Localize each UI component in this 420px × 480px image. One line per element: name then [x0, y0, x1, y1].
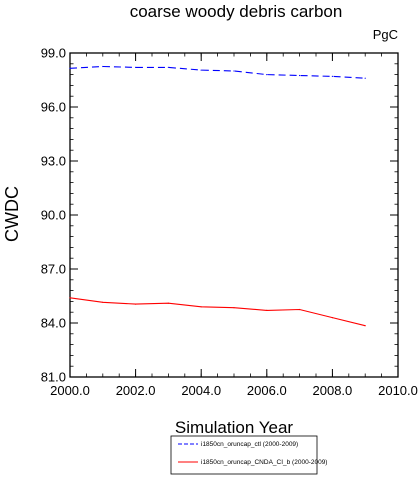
legend-box: [170, 435, 318, 475]
series-1-point: [102, 65, 104, 68]
series-line-2: [69, 297, 366, 327]
y-axis-label: CWDC: [2, 186, 22, 242]
x-tick-label: 2008.0: [313, 383, 353, 398]
y-tick-label: 90.0: [41, 208, 66, 223]
series-2-point: [135, 303, 137, 305]
series-1-point: [167, 66, 169, 68]
x-axis-label: Simulation Year: [175, 418, 293, 437]
x-tick-label: 2000.0: [50, 383, 90, 398]
series-layer: [69, 65, 366, 327]
legend-label-2: i1850cn_oruncap_CNDA_CI_b (2000-2009): [201, 459, 327, 466]
legend: i1850cn_oruncap_ctl (2000-2009) i1850cn_o…: [170, 435, 327, 475]
y-tick-label: 99.0: [41, 46, 66, 61]
y-tick-label: 87.0: [41, 262, 66, 277]
y-tick-label: 93.0: [41, 154, 66, 169]
series-2-point: [266, 309, 268, 311]
chart-title: coarse woody debris carbon: [130, 2, 343, 21]
series-2-point: [299, 308, 301, 311]
series-1-point: [331, 75, 333, 77]
series-2-point: [331, 317, 333, 319]
x-tick-label: 2010.0: [378, 383, 418, 398]
series-2-point: [69, 297, 71, 299]
x-tick-label: 2004.0: [181, 383, 221, 398]
y-tick-label: 96.0: [41, 100, 66, 115]
series-1-point: [299, 74, 301, 77]
series-1-point: [69, 67, 71, 69]
series-2-point: [167, 302, 169, 304]
legend-label-1: i1850cn_oruncap_ctl (2000-2009): [201, 441, 298, 448]
series-1-point: [364, 77, 366, 79]
series-1-point: [266, 74, 268, 76]
series-line-1: [69, 65, 366, 79]
series-2-point: [233, 307, 235, 309]
series-2-point: [364, 325, 366, 327]
plot-area: [69, 52, 399, 378]
y-axis: 81.0 84.0 87.0 90.0 93.0 96.0 99.0: [41, 46, 398, 385]
y-tick-label: 84.0: [41, 316, 66, 331]
series-2-point: [200, 306, 202, 308]
plot-frame: [69, 52, 399, 378]
y-tick-label: 81.0: [41, 370, 66, 385]
units-label: PgC: [373, 27, 398, 42]
series-1-point: [233, 70, 235, 72]
series-2-point: [102, 301, 104, 303]
x-tick-label: 2002.0: [116, 383, 156, 398]
series-1-point: [200, 69, 202, 71]
x-tick-label: 2006.0: [247, 383, 287, 398]
x-axis: 2000.0 2002.0 2004.0 2006.0 2008.0 2010.0: [50, 53, 418, 398]
series-1-point: [135, 66, 137, 68]
